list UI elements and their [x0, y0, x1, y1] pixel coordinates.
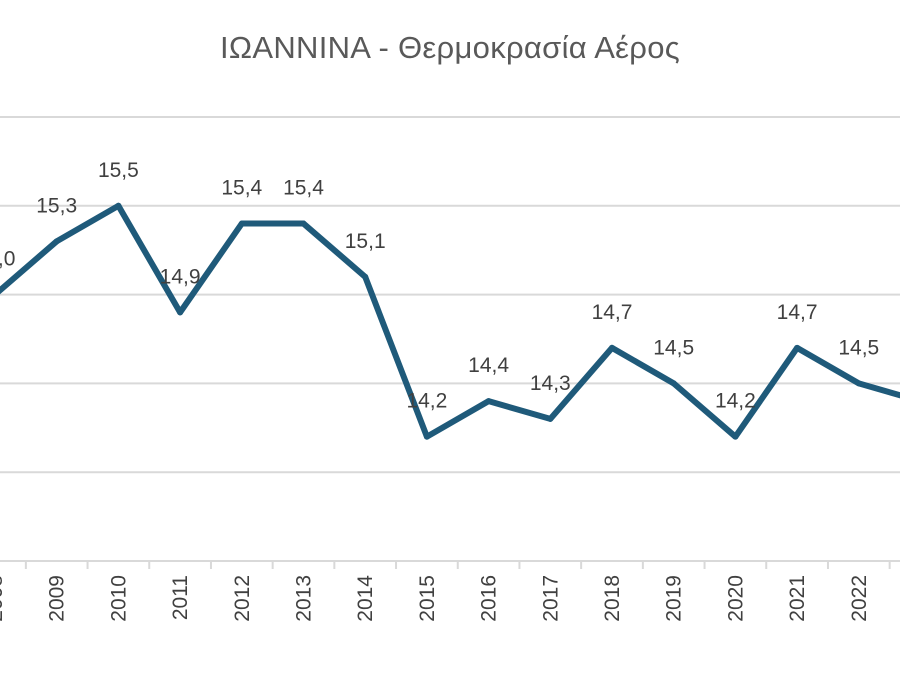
data-label: 15,5: [98, 159, 139, 182]
x-tick-label: 2017: [539, 575, 562, 622]
x-tick-label: 2013: [293, 575, 316, 622]
x-tick-label: 2018: [601, 575, 624, 622]
x-tick-label: 2014: [354, 575, 377, 622]
x-tick-label: 2019: [663, 575, 686, 622]
data-point: [115, 202, 122, 209]
data-point: [485, 398, 492, 405]
data-label: 15,1: [345, 230, 386, 253]
data-label: 14,7: [592, 301, 633, 324]
x-tick-label: 2008: [0, 575, 7, 622]
data-point: [53, 238, 60, 245]
data-point: [238, 220, 245, 227]
data-point: [423, 433, 430, 440]
data-label: 14,2: [406, 390, 447, 413]
data-point: [547, 415, 554, 422]
data-point: [855, 380, 862, 387]
x-tick-label: 2020: [724, 575, 747, 622]
data-point: [609, 344, 615, 351]
data-label: 14,5: [653, 336, 694, 359]
data-label: 14,9: [160, 265, 201, 288]
x-tick-label: 2022: [848, 575, 871, 622]
series-line: [0, 202, 900, 440]
data-label: 14,7: [777, 301, 818, 324]
x-tick-label: 2009: [46, 575, 69, 622]
data-point: [794, 344, 801, 351]
data-label: 15,4: [221, 177, 262, 200]
data-point: [732, 433, 739, 440]
data-label: 15,4: [283, 177, 324, 200]
data-label: 14,2: [715, 390, 756, 413]
data-label: 15,3: [36, 194, 77, 217]
x-tick-label: 2011: [169, 575, 192, 620]
data-point: [362, 273, 369, 280]
data-label: 14,4: [468, 354, 509, 377]
data-label: 15,0: [0, 248, 15, 271]
x-tick-label: 2012: [231, 575, 254, 622]
x-tick-label: 2016: [478, 575, 501, 622]
data-point: [300, 220, 307, 227]
chart-title: ΙΩΑΝΝΙΝΑ - Θερμοκρασία Αέρος: [219, 30, 681, 65]
data-point: [670, 380, 677, 387]
x-tick-label: 2010: [107, 575, 130, 622]
data-label: 14,3: [530, 372, 571, 395]
data-point: [177, 309, 184, 316]
data-label: 14,5: [838, 336, 879, 359]
x-tick-label: 2015: [416, 575, 439, 622]
x-tick-label: 2021: [786, 575, 809, 622]
